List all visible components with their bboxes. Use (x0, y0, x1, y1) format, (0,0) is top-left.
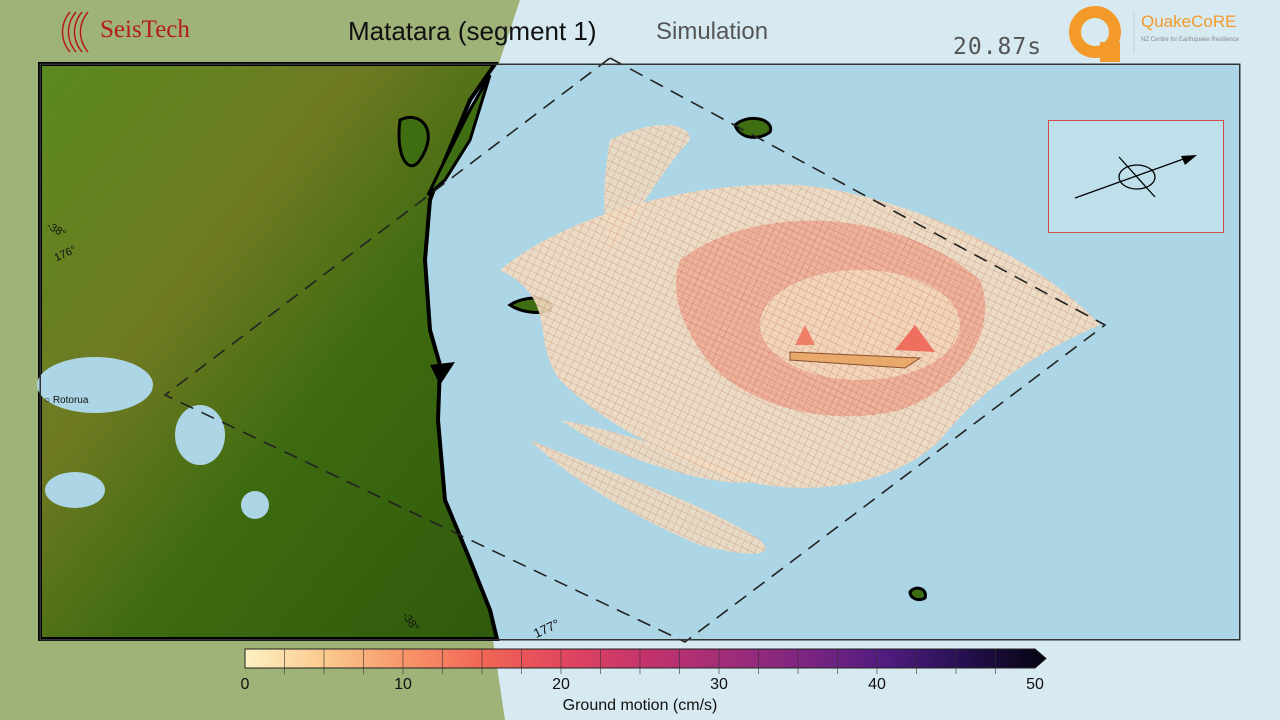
quakecore-tagline: NZ Centre for Earthquake Resilience (1141, 37, 1240, 43)
island (733, 116, 773, 139)
simulation-domain-outline (163, 57, 1107, 643)
ground-motion-wavefield (500, 125, 1100, 554)
map-frame[interactable] (40, 64, 1240, 640)
colorbar-tick-label: 0 (240, 676, 250, 693)
page-title: Matatara (segment 1) (348, 16, 597, 46)
page-subtitle: Simulation (656, 18, 769, 45)
city-marker: ○ Rotorua (44, 395, 89, 406)
lake-rotorua (37, 357, 153, 413)
simulation-time: 20.87s (953, 34, 1043, 60)
focal-mechanism-inset (1048, 120, 1224, 233)
island (908, 586, 927, 602)
seistech-logo-icon (61, 11, 89, 53)
colorbar-tick-label: 30 (710, 676, 728, 693)
colorbar-tick-label: 10 (394, 676, 412, 693)
colorbar-tick-label: 50 (1026, 676, 1044, 693)
colorbar-label: Ground motion (cm/s) (562, 697, 718, 714)
city-label: Rotorua (52, 395, 89, 406)
seistech-logo-text: SeisTech (100, 16, 190, 43)
colorbar (244, 648, 1047, 674)
colorbar-tick-label: 20 (552, 676, 570, 693)
colorbar-gradient (244, 648, 1047, 669)
quakecore-logo-text: QuakeCoRE (1141, 12, 1237, 31)
quakecore-logo-icon (1069, 6, 1135, 62)
fault-direction-arrow-icon (1074, 155, 1197, 199)
colorbar-tick-label: 40 (868, 676, 886, 693)
